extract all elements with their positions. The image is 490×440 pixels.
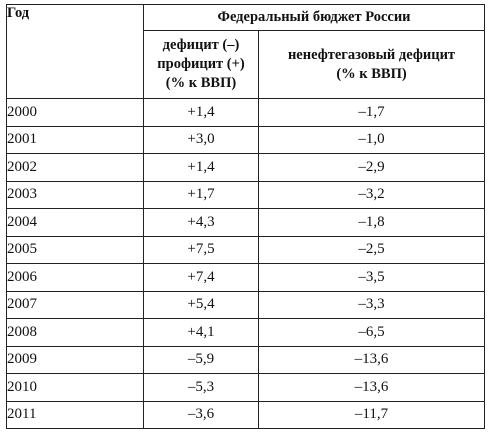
year-cell: 2002 <box>6 153 144 182</box>
deficit-header-line: профицит (+) <box>157 56 245 72</box>
year-cell: 2007 <box>6 290 144 319</box>
nonoil-cell: –1,8 <box>257 208 486 237</box>
nonoil-cell: –3,5 <box>257 263 486 292</box>
table-header: Год Федеральный бюджет России дефицит (–… <box>6 4 486 99</box>
table-row: 2002 +1,4 –2,9 <box>6 153 486 182</box>
deficit-cell: +4,3 <box>143 208 259 237</box>
table-body: 2000 +1,4 –1,7 2001 +3,0 –1,0 2002 +1,4 –2,9 2003… <box>6 98 486 429</box>
deficit-cell: –3,6 <box>143 400 259 429</box>
nonoil-cell: –1,0 <box>257 125 486 154</box>
deficit-cell: +1,4 <box>143 153 259 182</box>
year-cell: 2005 <box>6 235 144 264</box>
budget-group-header: Федеральный бюджет России <box>142 4 486 31</box>
deficit-cell: –5,9 <box>143 345 259 374</box>
table-row: 2010 –5,3 –13,6 <box>6 373 486 402</box>
year-cell: 2001 <box>6 125 144 154</box>
table-row: 2003 +1,7 –3,2 <box>6 180 486 209</box>
table-row: 2000 +1,4 –1,7 <box>6 98 486 127</box>
deficit-cell: +1,4 <box>143 98 259 127</box>
deficit-cell: +4,1 <box>143 318 259 347</box>
table-row: 2004 +4,3 –1,8 <box>6 208 486 237</box>
table-row: 2011 –3,6 –11,7 <box>6 400 486 429</box>
year-cell: 2008 <box>6 318 144 347</box>
year-cell: 2003 <box>6 180 144 209</box>
table-row: 2005 +7,5 –2,5 <box>6 235 486 264</box>
nonoil-cell: –3,3 <box>257 290 486 319</box>
deficit-cell: +3,0 <box>143 125 259 154</box>
year-cell: 2004 <box>6 208 144 237</box>
nonoil-deficit-header: ненефтегазовый дефицит (% к ВВП) <box>257 30 486 99</box>
deficit-header-line: (% к ВВП) <box>165 75 237 91</box>
nonoil-cell: –1,7 <box>257 98 486 127</box>
deficit-cell: –5,3 <box>143 373 259 402</box>
nonoil-cell: –2,5 <box>257 235 486 264</box>
deficit-cell: +5,4 <box>143 290 259 319</box>
table-row: 2001 +3,0 –1,0 <box>6 125 486 154</box>
nonoil-cell: –2,9 <box>257 153 486 182</box>
deficit-cell: +7,5 <box>143 235 259 264</box>
table-row: 2006 +7,4 –3,5 <box>6 263 486 292</box>
table-row: 2009 –5,9 –13,6 <box>6 345 486 374</box>
year-cell: 2009 <box>6 345 144 374</box>
nonoil-header-line: (% к ВВП) <box>336 65 407 82</box>
nonoil-cell: –3,2 <box>257 180 486 209</box>
deficit-header: дефицит (–) профицит (+) (% к ВВП) <box>143 30 259 99</box>
year-cell: 2006 <box>6 263 144 292</box>
table-row: 2008 +4,1 –6,5 <box>6 318 486 347</box>
year-cell: 2000 <box>6 98 144 127</box>
year-header: Год <box>6 4 144 99</box>
year-cell: 2011 <box>6 400 144 429</box>
nonoil-cell: –13,6 <box>257 373 486 402</box>
nonoil-cell: –6,5 <box>257 318 486 347</box>
nonoil-header-line: ненефтегазовый дефицит <box>287 46 456 63</box>
budget-table: Год Федеральный бюджет России дефицит (–… <box>6 4 486 429</box>
deficit-header-line: дефицит (–) <box>162 37 240 53</box>
nonoil-cell: –11,7 <box>257 400 486 429</box>
year-cell: 2010 <box>6 373 144 402</box>
table-row: 2007 +5,4 –3,3 <box>6 290 486 319</box>
deficit-cell: +1,7 <box>143 180 259 209</box>
deficit-cell: +7,4 <box>143 263 259 292</box>
nonoil-cell: –13,6 <box>257 345 486 374</box>
